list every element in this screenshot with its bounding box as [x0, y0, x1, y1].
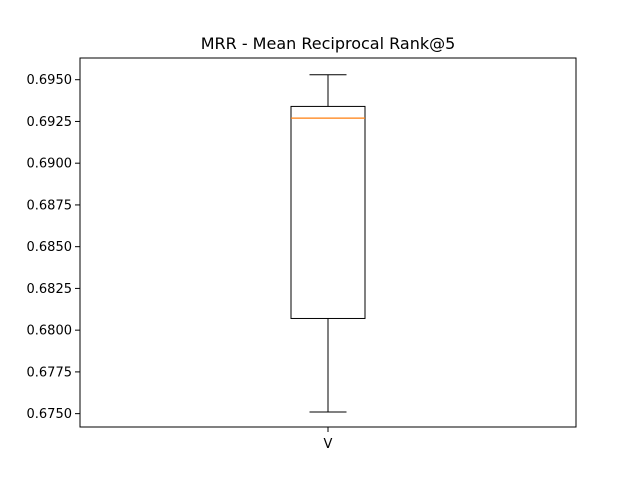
chart-title: MRR - Mean Reciprocal Rank@5 [201, 34, 456, 53]
y-tick-label: 0.6925 [27, 115, 73, 130]
box-iqr [290, 105, 366, 319]
x-axis: V [324, 427, 333, 452]
y-axis: 0.6750 0.6775 0.6800 0.6825 0.6850 0.6875 0.69… [27, 73, 80, 422]
y-tick-label: 0.6750 [27, 407, 73, 422]
y-tick-label: 0.6950 [27, 73, 73, 88]
y-tick-label: 0.6850 [27, 240, 73, 255]
y-tick-label: 0.6900 [27, 157, 73, 172]
y-tick-label: 0.6825 [27, 282, 73, 297]
boxes-group [290, 74, 366, 413]
x-tick-label: V [324, 437, 333, 452]
y-tick-label: 0.6775 [27, 365, 73, 380]
y-tick-label: 0.6800 [27, 324, 73, 339]
y-tick-label: 0.6875 [27, 198, 73, 213]
